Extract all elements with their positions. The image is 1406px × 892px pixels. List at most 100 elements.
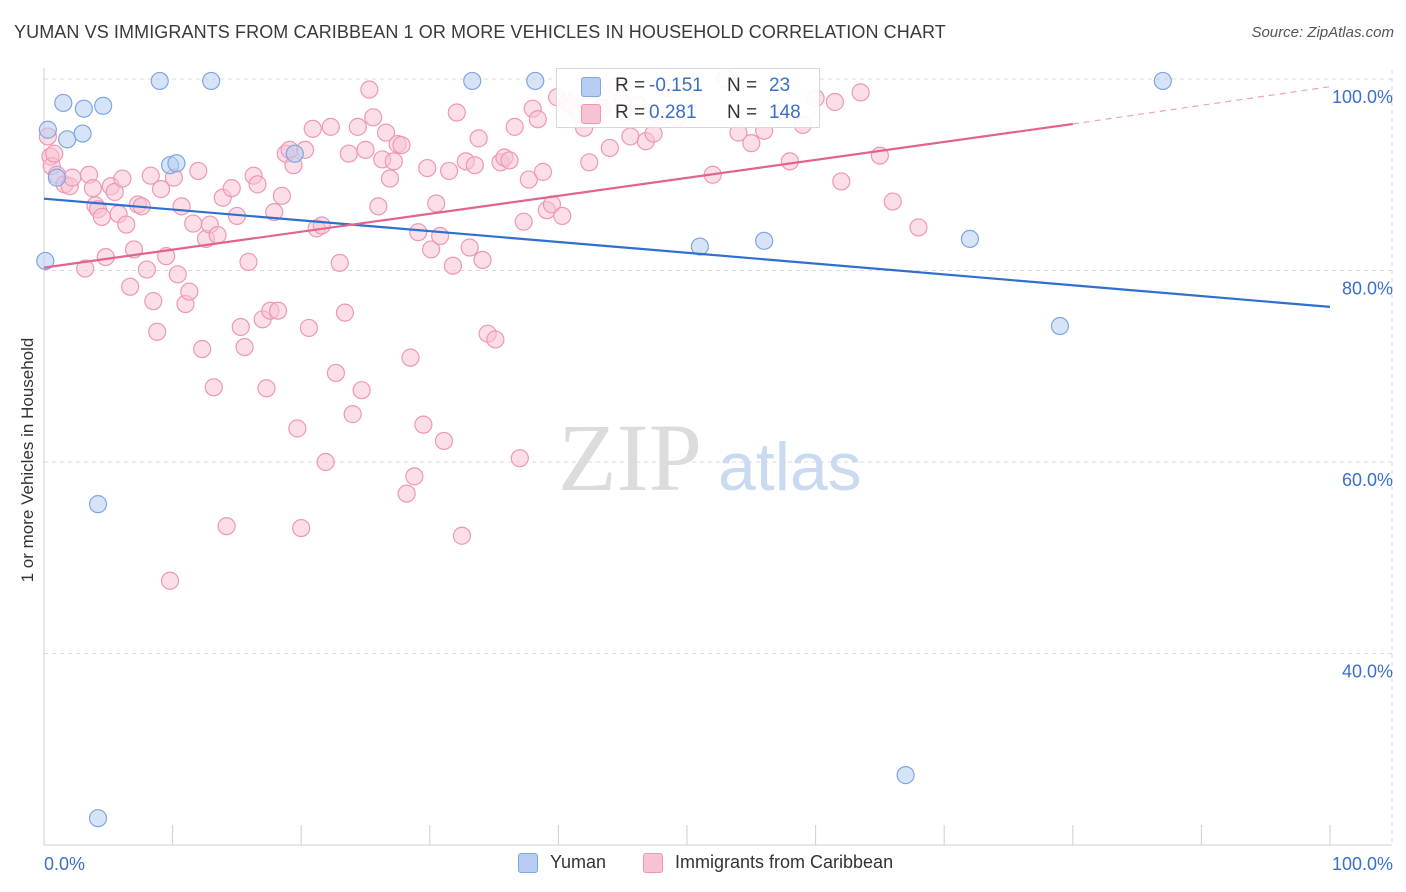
yuman-swatch	[581, 77, 601, 97]
axes	[43, 68, 1392, 846]
caribbean-point	[510, 449, 529, 468]
caribbean-point	[204, 378, 223, 397]
caribbean-point	[533, 162, 553, 181]
caribbean-point	[405, 467, 424, 486]
yuman-point	[47, 168, 66, 187]
x-tick-label-start: 0.0%	[44, 854, 85, 874]
caribbean-point	[121, 277, 140, 296]
yuman-point	[88, 809, 108, 828]
caribbean-point	[447, 103, 466, 122]
y-tick-label: 60.0%	[1342, 470, 1393, 490]
caribbean-point	[439, 161, 459, 181]
caribbean-point	[189, 161, 208, 181]
yuman-point	[755, 231, 774, 250]
caribbean-point	[465, 156, 484, 175]
caribbean-point	[514, 212, 533, 231]
r-value-yuman: -0.151	[649, 75, 703, 96]
caribbean-point	[235, 338, 254, 357]
yuman-point	[1050, 316, 1070, 336]
yuman-point	[36, 251, 55, 271]
stats-row-yuman: R = -0.151 N = 23	[557, 75, 819, 101]
caribbean-point	[272, 186, 292, 205]
caribbean-point	[409, 223, 428, 242]
tick-labels: 40.0% 60.0% 80.0% 100.0% 0.0% 100.0%	[44, 87, 1393, 874]
legend-item-caribbean[interactable]: Immigrants from Caribbean	[643, 852, 893, 873]
caribbean-point	[486, 330, 505, 349]
caribbean-point	[92, 207, 111, 226]
r-label: R =	[615, 75, 646, 96]
x-tick-label-end: 100.0%	[1332, 854, 1393, 874]
n-value-yuman: 23	[769, 75, 791, 96]
caribbean-point	[434, 431, 454, 451]
caribbean-point	[427, 194, 446, 213]
yuman-point	[463, 71, 482, 91]
caribbean-point	[160, 571, 180, 590]
caribbean-point	[257, 379, 276, 398]
caribbean-point	[222, 179, 241, 198]
watermark: ZIP atlas	[558, 404, 862, 511]
stats-legend-box: R = -0.151 N = 23 R = 0.281 N = 148	[556, 68, 820, 128]
caribbean-swatch	[581, 104, 601, 124]
caribbean-point	[909, 218, 928, 237]
caribbean-point	[180, 282, 199, 301]
caribbean-point	[600, 138, 619, 158]
yuman-point	[88, 495, 108, 514]
caribbean-point	[76, 259, 95, 278]
caribbean-point	[193, 339, 212, 359]
y-tick-label: 80.0%	[1342, 279, 1393, 299]
caribbean-point	[339, 144, 358, 163]
caribbean-point	[397, 484, 416, 503]
caribbean-point	[288, 419, 307, 438]
yuman-points	[36, 71, 1172, 828]
y-axis-title-wrap: 1 or more Vehicles in Household	[16, 310, 40, 610]
caribbean-point	[343, 405, 362, 424]
caribbean-point	[392, 135, 411, 155]
caribbean-point	[505, 117, 524, 136]
yuman-point	[58, 130, 77, 149]
yuman-trend-line	[43, 197, 1331, 308]
caribbean-point	[418, 158, 437, 178]
caribbean-point	[851, 83, 870, 102]
y-axis-title: 1 or more Vehicles in Household	[18, 337, 37, 583]
legend-label-caribbean: Immigrants from Caribbean	[675, 852, 894, 872]
caribbean-trend-extension	[1072, 86, 1331, 125]
caribbean-point	[299, 318, 319, 338]
yuman-point	[960, 229, 980, 249]
caribbean-point	[184, 214, 203, 233]
caribbean-point	[45, 144, 64, 163]
caribbean-point	[348, 117, 367, 136]
caribbean-point	[151, 180, 171, 199]
y-tick-label: 100.0%	[1332, 87, 1393, 107]
caribbean-point	[144, 292, 163, 311]
yuman-point	[94, 96, 113, 115]
r-value-caribbean: 0.281	[649, 102, 697, 123]
grid-lines	[44, 70, 1393, 845]
caribbean-point	[137, 260, 156, 279]
caribbean-point	[105, 182, 124, 202]
source-label: Source: ZipAtlas.com	[1251, 24, 1394, 41]
caribbean-trend-line	[43, 122, 1073, 269]
caribbean-point	[742, 134, 761, 153]
caribbean-point	[832, 172, 851, 191]
caribbean-point	[580, 153, 599, 172]
caribbean-point	[83, 179, 102, 198]
caribbean-point	[519, 170, 538, 189]
caribbean-point	[360, 80, 379, 99]
caribbean-point	[384, 152, 403, 171]
caribbean-point	[172, 197, 191, 216]
caribbean-point	[141, 166, 160, 185]
caribbean-point	[414, 415, 433, 434]
stats-row-caribbean: R = 0.281 N = 148	[557, 102, 819, 128]
caribbean-point	[335, 303, 355, 322]
yuman-point	[54, 93, 73, 113]
caribbean-point	[330, 253, 349, 272]
n-value-caribbean: 148	[769, 102, 801, 123]
caribbean-point	[883, 192, 902, 211]
legend-item-yuman[interactable]: Yuman	[518, 852, 606, 873]
caribbean-point	[473, 250, 492, 270]
caribbean-point	[443, 256, 463, 275]
caribbean-point	[401, 348, 420, 367]
caribbean-point	[421, 240, 441, 259]
caribbean-point	[168, 265, 187, 284]
